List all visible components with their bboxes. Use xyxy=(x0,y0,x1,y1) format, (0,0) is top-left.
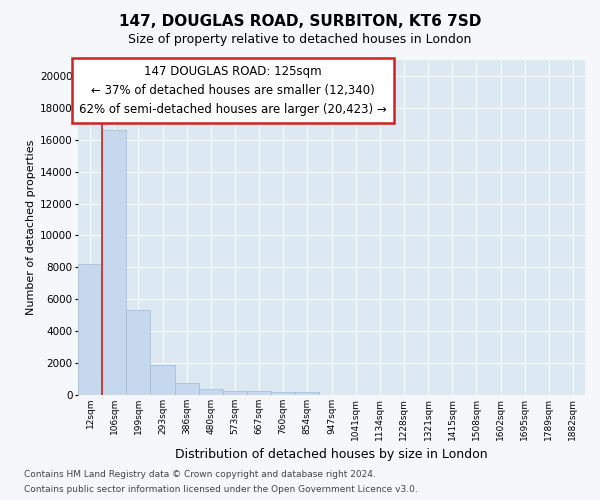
Bar xyxy=(199,390,223,395)
Bar xyxy=(126,310,151,395)
Bar xyxy=(175,383,199,395)
Bar xyxy=(151,366,175,395)
Text: Size of property relative to detached houses in London: Size of property relative to detached ho… xyxy=(128,32,472,46)
Text: 147 DOUGLAS ROAD: 125sqm
← 37% of detached houses are smaller (12,340)
62% of se: 147 DOUGLAS ROAD: 125sqm ← 37% of detach… xyxy=(79,65,386,116)
Bar xyxy=(295,392,319,395)
Bar xyxy=(271,392,295,395)
Text: Contains HM Land Registry data © Crown copyright and database right 2024.: Contains HM Land Registry data © Crown c… xyxy=(24,470,376,479)
Bar xyxy=(223,390,247,395)
Bar xyxy=(78,264,102,395)
Bar xyxy=(102,130,126,395)
Y-axis label: Number of detached properties: Number of detached properties xyxy=(26,140,35,315)
X-axis label: Distribution of detached houses by size in London: Distribution of detached houses by size … xyxy=(175,448,488,461)
Text: Contains public sector information licensed under the Open Government Licence v3: Contains public sector information licen… xyxy=(24,485,418,494)
Text: 147, DOUGLAS ROAD, SURBITON, KT6 7SD: 147, DOUGLAS ROAD, SURBITON, KT6 7SD xyxy=(119,14,481,29)
Bar xyxy=(247,392,271,395)
